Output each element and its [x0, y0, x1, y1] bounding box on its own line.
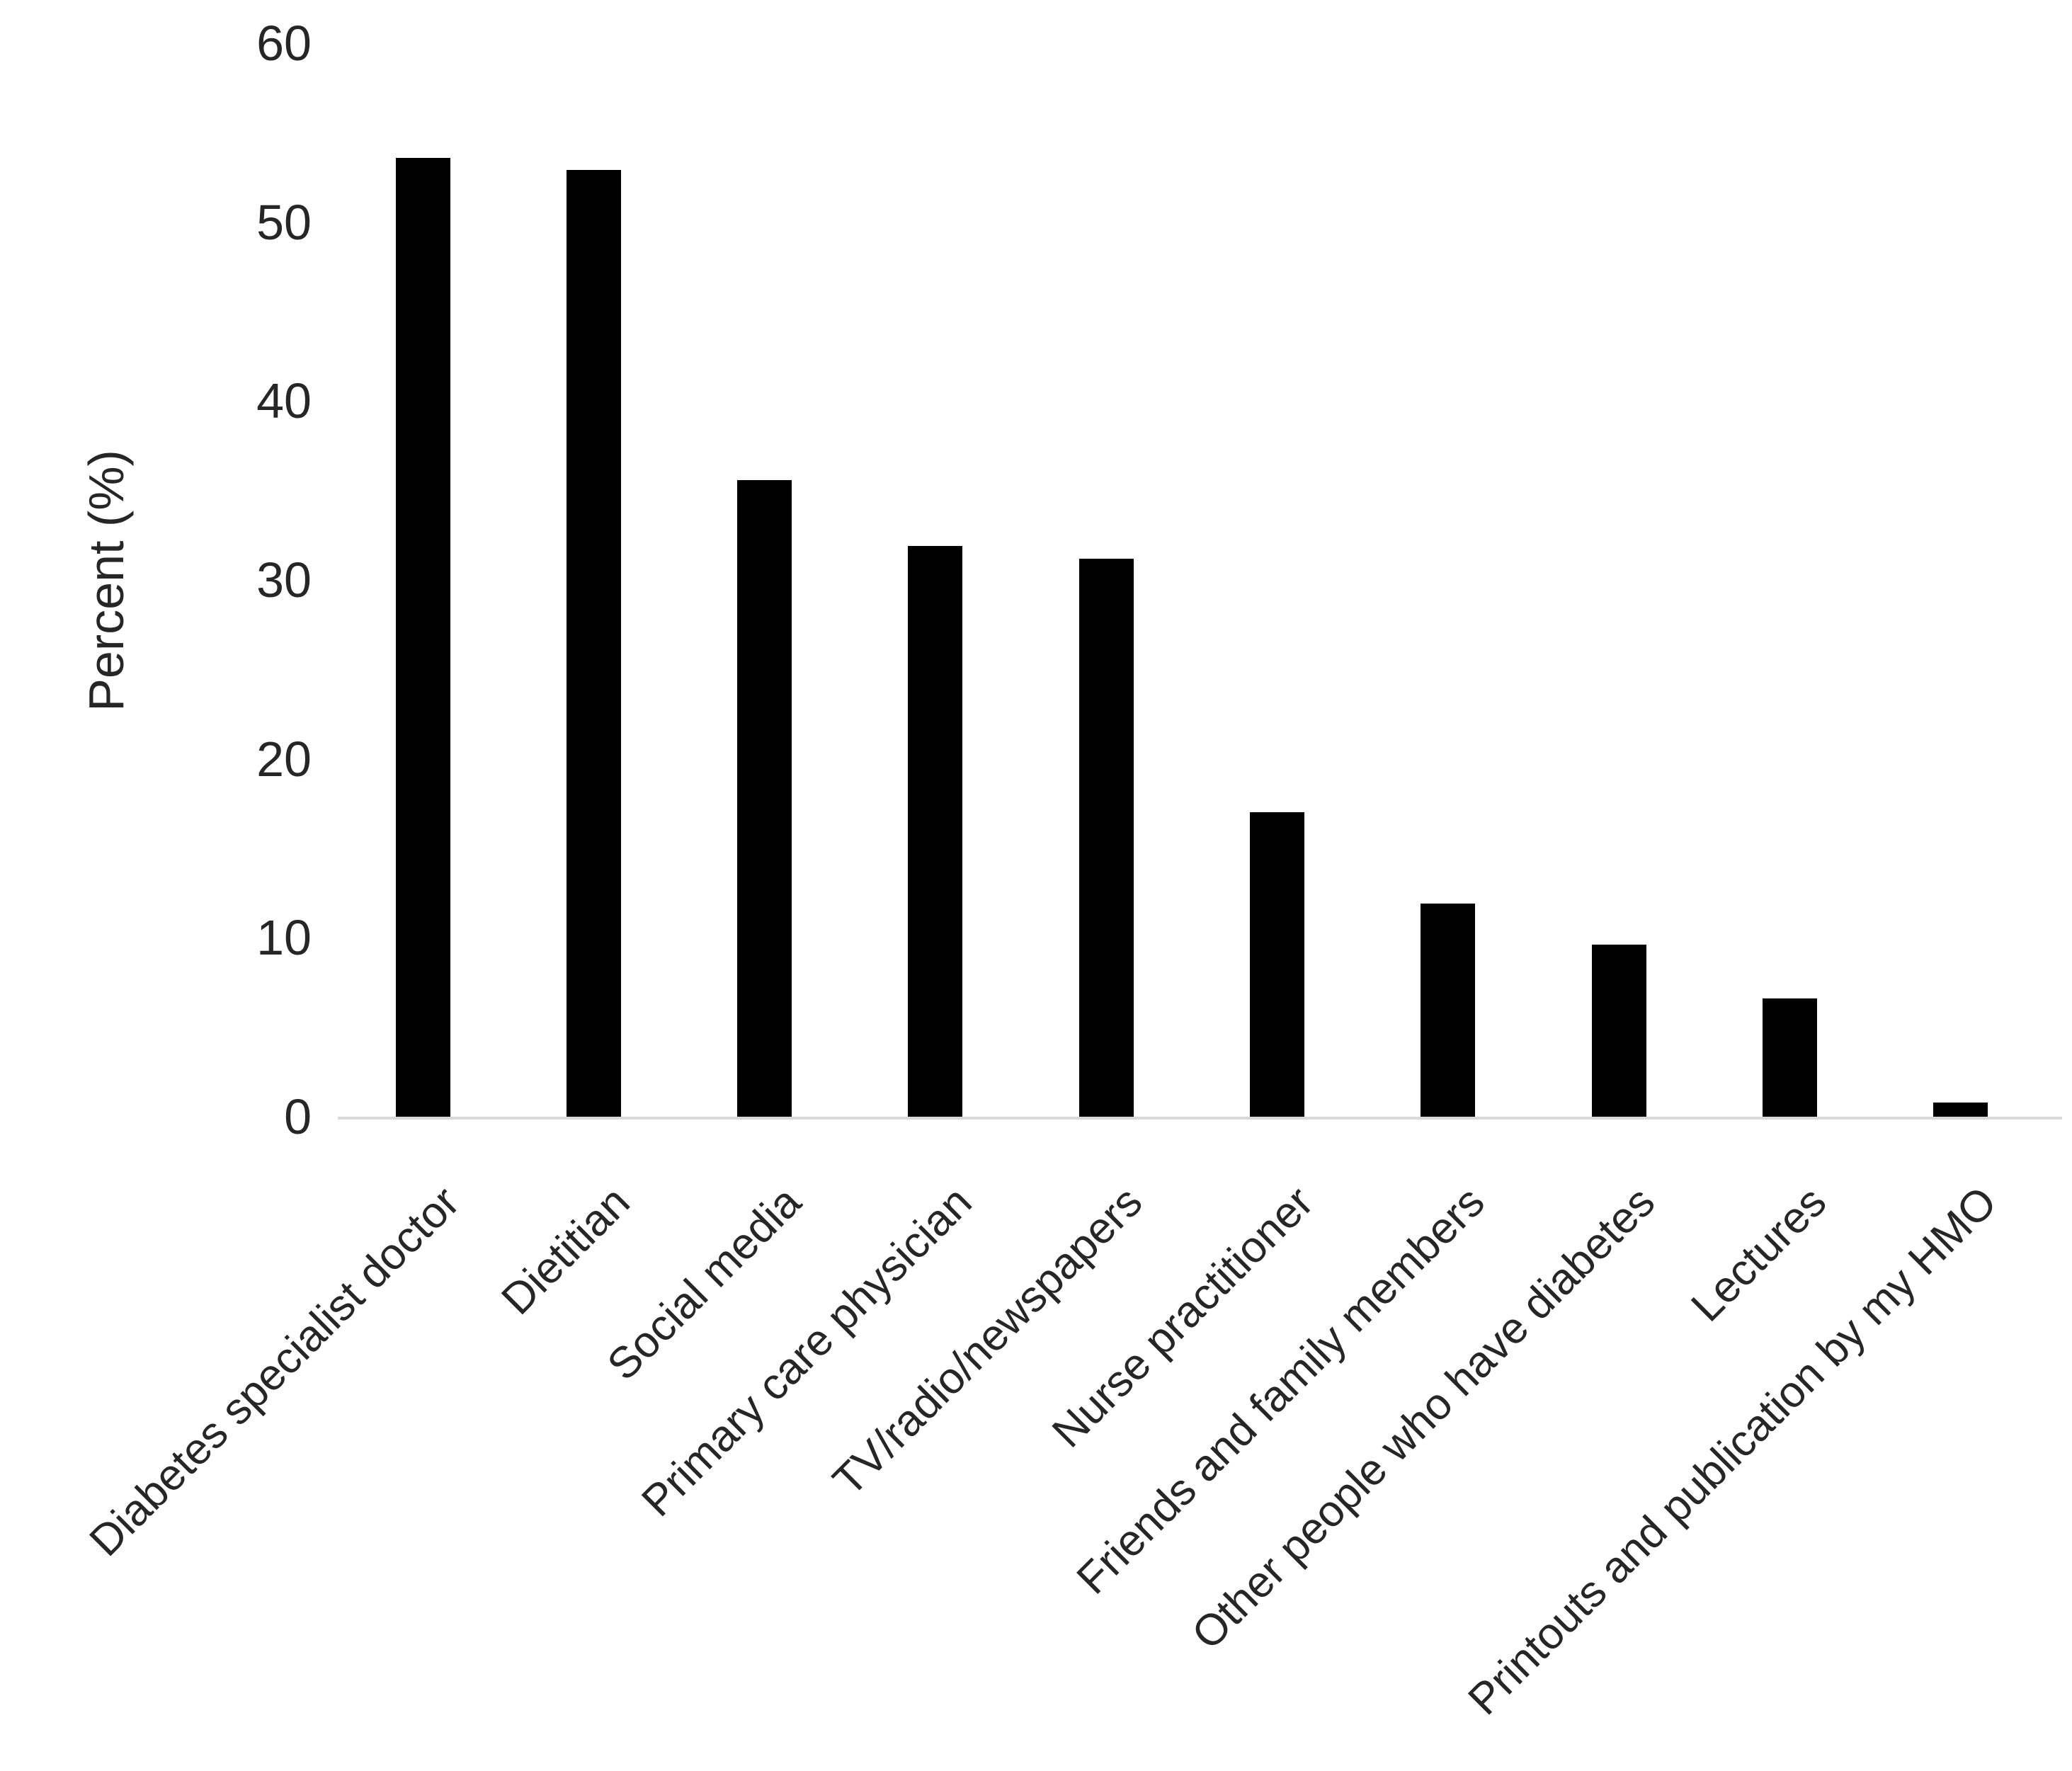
bar-10: [1933, 1102, 1988, 1117]
x-category-label-5: TV/radio/newspapers: [824, 1177, 1152, 1505]
bar-7: [1421, 904, 1476, 1117]
bar-9: [1762, 998, 1817, 1117]
bar-8: [1591, 945, 1646, 1117]
x-axis-line: [338, 1117, 2062, 1120]
y-tick-label-40: 40: [256, 373, 312, 429]
x-category-label-9: Lectures: [1681, 1177, 1835, 1331]
y-tick-label-20: 20: [256, 731, 312, 787]
x-category-label-1: Diabetes specialist doctor: [80, 1177, 469, 1566]
y-tick-label-10: 10: [256, 910, 312, 966]
bar-3: [737, 479, 792, 1117]
bar-4: [908, 545, 963, 1117]
bar-5: [1078, 558, 1134, 1117]
y-tick-label-0: 0: [284, 1089, 312, 1144]
bar-1: [395, 157, 450, 1117]
x-category-label-2: Dietitian: [492, 1177, 639, 1324]
bar-6: [1250, 812, 1304, 1117]
x-category-label-4: Primary care physician: [632, 1177, 981, 1526]
y-tick-label-60: 60: [256, 16, 312, 71]
bar-2: [566, 170, 621, 1117]
y-tick-label-50: 50: [256, 194, 312, 250]
y-tick-label-30: 30: [256, 552, 312, 608]
y-axis-title: Percent (%): [79, 450, 134, 712]
